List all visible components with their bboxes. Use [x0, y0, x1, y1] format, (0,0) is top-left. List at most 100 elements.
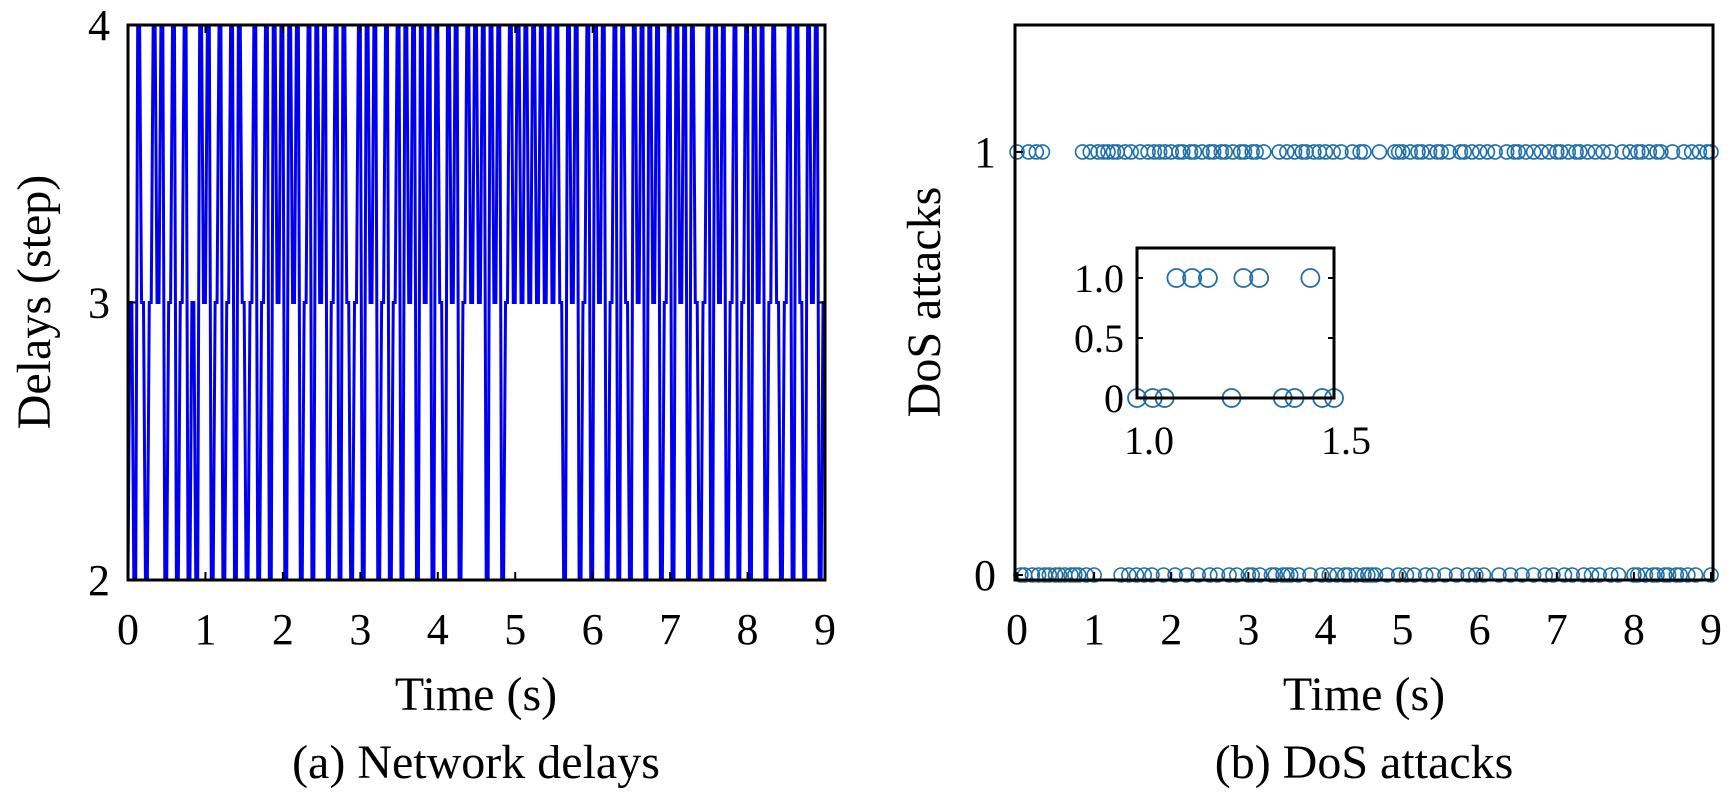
dos-attack-point-zero	[1336, 567, 1353, 583]
dos-attack-point-zero	[1660, 567, 1677, 583]
dos-attacks-plot-area	[1009, 144, 1719, 583]
dos-attack-point-zero	[1629, 567, 1646, 583]
dos-attacks-x-tick-label: 6	[1469, 605, 1491, 654]
dos-attack-point-one	[1333, 144, 1349, 160]
dos-attack-point-zero	[1302, 567, 1318, 583]
dos-attack-point-one	[1614, 144, 1631, 160]
dos-attack-point-zero	[1672, 567, 1688, 583]
dos-attack-point-one	[1255, 144, 1272, 160]
dos-attack-point-zero	[1136, 567, 1153, 583]
dos-attack-point-one	[1306, 144, 1322, 160]
inset-y-tick-label: 1.0	[1074, 256, 1124, 301]
dos-attack-point-one	[1317, 144, 1334, 160]
dos-attack-point-one	[1402, 144, 1419, 160]
dos-attack-point-zero	[1437, 567, 1453, 583]
inset-point	[1300, 268, 1321, 288]
dos-attack-point-one	[1117, 144, 1133, 160]
dos-attacks-y-tick-label: 0	[974, 551, 996, 600]
dos-attack-point-zero	[1379, 567, 1395, 583]
dos-attack-point-one	[1286, 144, 1303, 160]
network-delays-x-tick-label: 3	[349, 605, 371, 654]
dos-attack-point-one	[1703, 144, 1719, 160]
dos-attack-point-zero	[1363, 567, 1380, 583]
network-delays-y-axis-title: Delays (step)	[8, 175, 61, 430]
dos-attack-point-zero	[1448, 567, 1465, 583]
dos-attack-point-one	[1356, 144, 1372, 160]
inset-x-tick-label: 1.5	[1321, 418, 1371, 463]
dos-attack-point-zero	[1313, 567, 1330, 583]
network-delays-x-axis-title: Time (s)	[395, 668, 557, 721]
dos-attack-point-one	[1653, 144, 1669, 160]
dos-attack-point-zero	[1041, 567, 1058, 583]
dos-attack-point-one	[1140, 144, 1156, 160]
dos-attack-point-zero	[1637, 567, 1654, 583]
dos-attacks-x-tick-label: 2	[1160, 605, 1182, 654]
dos-attack-point-one	[1034, 144, 1051, 160]
dos-attack-point-zero	[1244, 567, 1260, 583]
dos-attacks-caption: (b) DoS attacks	[1215, 736, 1514, 789]
dos-attack-point-zero	[1240, 567, 1257, 583]
network-delays-x-tick-label: 2	[272, 605, 294, 654]
dos-attack-point-one	[1421, 144, 1438, 160]
dos-attack-point-one	[1456, 144, 1473, 160]
dos-attack-point-zero	[1398, 567, 1415, 583]
dos-attack-point-zero	[1591, 567, 1607, 583]
dos-attack-point-zero	[1063, 567, 1079, 583]
dos-attack-point-zero	[1070, 567, 1087, 583]
dos-attack-point-zero	[1279, 567, 1295, 583]
dos-attack-point-one	[1201, 144, 1218, 160]
dos-attack-point-one	[1123, 144, 1139, 160]
dos-attack-point-one	[1225, 144, 1241, 160]
network-delays-x-tick-label: 5	[504, 605, 526, 654]
dos-attack-point-one	[1105, 144, 1122, 160]
dos-attack-point-zero	[1703, 567, 1719, 583]
network-delays-x-tick-label: 1	[194, 605, 216, 654]
dos-attack-point-zero	[1610, 567, 1627, 583]
dos-attack-point-zero	[1475, 567, 1492, 583]
dos-attack-point-zero	[1502, 567, 1519, 583]
dos-attacks-axes-frame	[1013, 23, 1715, 582]
dos-attack-point-one	[1676, 144, 1692, 160]
dos-attack-point-zero	[1680, 567, 1696, 583]
dos-attack-point-one	[1182, 144, 1199, 160]
dos-attack-point-one	[1506, 144, 1523, 160]
network-delays-x-tick-label: 4	[427, 605, 449, 654]
inset-y-ticks: 0 0.5 1.0	[1074, 256, 1334, 421]
network-delays-y-tick-label: 4	[88, 1, 110, 50]
dos-attacks-x-tick-label: 3	[1237, 605, 1259, 654]
dos-attacks-x-ticks: 0 1 2 3 4 5 6 7 8 9	[1006, 572, 1722, 654]
dos-attack-point-zero	[1024, 567, 1041, 583]
dos-attack-point-zero	[1668, 567, 1685, 583]
dos-attack-point-zero	[1626, 567, 1642, 583]
dos-attack-point-one	[1298, 144, 1314, 160]
dos-attack-point-one	[1429, 144, 1446, 160]
dos-attack-point-zero	[1656, 567, 1673, 583]
dos-attack-point-zero	[1390, 567, 1407, 583]
dos-attack-point-one	[1479, 144, 1496, 160]
dos-attack-point-zero	[1491, 567, 1507, 583]
inset-point	[1233, 268, 1254, 288]
dos-attack-point-zero	[1067, 567, 1083, 583]
dos-attack-point-one	[1552, 144, 1569, 160]
dos-attack-point-zero	[1367, 567, 1384, 583]
dos-attack-point-one	[1464, 144, 1480, 160]
dos-attack-point-zero	[1356, 567, 1372, 583]
dos-attacks-y-axis-title: DoS attacks	[898, 187, 951, 418]
network-delays-series-line	[126, 23, 825, 582]
dos-attacks-x-tick-label: 9	[1700, 605, 1722, 654]
dos-attack-point-zero	[1537, 567, 1554, 583]
dos-attack-point-zero	[1329, 567, 1345, 583]
dos-attack-point-one	[1244, 144, 1260, 160]
network-delays-caption: (a) Network delays	[292, 736, 660, 789]
dos-attack-point-one	[1174, 144, 1191, 160]
dos-attack-point-one	[1186, 144, 1203, 160]
inset-point	[1198, 268, 1218, 288]
dos-attack-point-zero	[1263, 567, 1280, 583]
dos-attack-point-zero	[1252, 567, 1268, 583]
dos-attack-point-one	[1217, 144, 1233, 160]
dos-attacks-x-tick-label: 1	[1083, 605, 1105, 654]
dos-attack-point-one	[1194, 144, 1210, 160]
dos-attack-point-one	[1649, 144, 1665, 160]
